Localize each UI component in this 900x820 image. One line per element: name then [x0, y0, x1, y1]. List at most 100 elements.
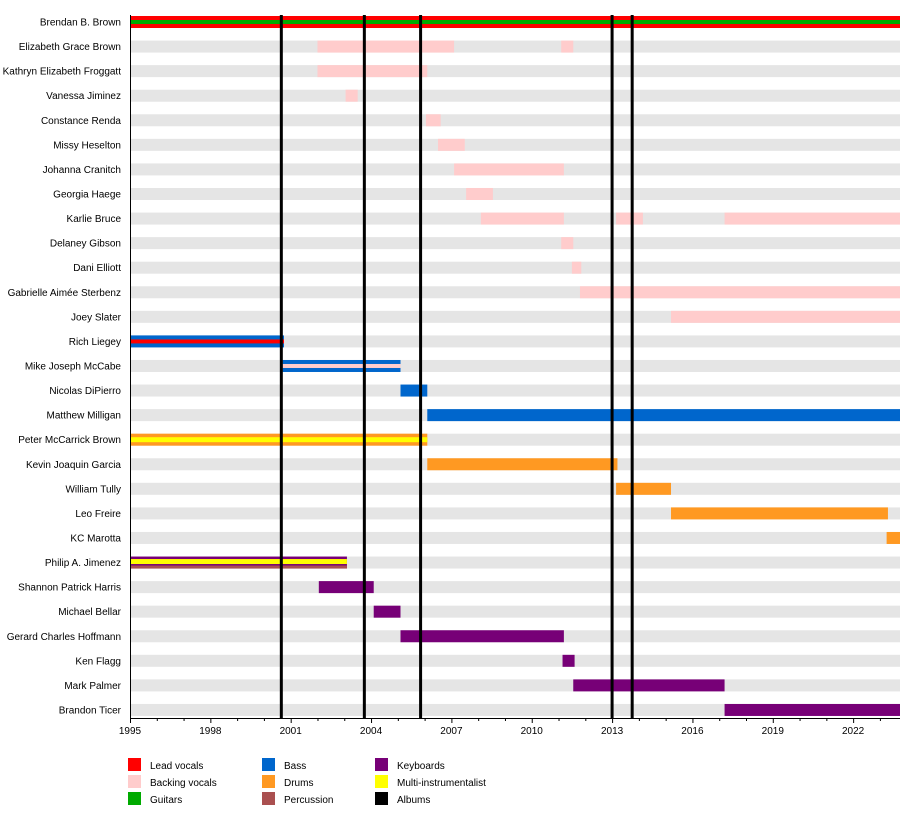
tenure-bar-backing-vocals: [438, 138, 465, 151]
row-background: [130, 65, 900, 78]
tenure-bar-bass: [427, 409, 900, 422]
tenure-bar-backing-vocals: [480, 212, 564, 225]
tenure-bar-backing-vocals: [561, 40, 574, 53]
legend-swatch-multi: [375, 775, 388, 788]
major-tick: [692, 719, 694, 723]
tenure-bar-backing-vocals: [466, 187, 493, 200]
tenure-bar-drums: [427, 458, 618, 471]
legend-label: Backing vocals: [150, 778, 217, 789]
tenure-stripe-percussion: [130, 565, 347, 569]
legend-swatch-backing-vocals: [128, 775, 141, 788]
x-tick-label: 2013: [601, 726, 624, 737]
legend-swatch-keyboards: [375, 758, 388, 771]
member-name: Georgia Haege: [53, 189, 121, 200]
x-tick-label: 2004: [360, 726, 383, 737]
minor-tick: [424, 719, 426, 721]
tenure-stripe-guitars: [130, 20, 900, 24]
tenure-bar-backing-vocals: [345, 89, 358, 102]
member-name: Johanna Cranitch: [43, 165, 121, 176]
minor-tick: [665, 719, 667, 721]
tenure-bar-keyboards: [562, 654, 575, 667]
member-name: Rich Liegey: [69, 337, 121, 348]
row-background: [130, 654, 900, 667]
member-name: Michael Bellar: [58, 607, 121, 618]
minor-tick: [397, 719, 399, 721]
major-tick: [130, 719, 131, 723]
member-name: Kevin Joaquin Garcia: [26, 460, 121, 471]
member-name: Ken Flagg: [75, 656, 121, 667]
minor-tick: [799, 719, 801, 721]
tenure-bar-backing-vocals: [724, 212, 900, 225]
tenure-bar-keyboards: [318, 581, 374, 594]
tenure-stripe-lead-vocals: [130, 339, 284, 344]
member-name: Brendan B. Brown: [40, 18, 121, 29]
tenure-bar-drums: [616, 482, 672, 495]
row-background: [130, 482, 900, 495]
member-name: Peter McCarrick Brown: [18, 435, 121, 446]
x-tick-label: 1995: [119, 726, 142, 737]
minor-tick: [826, 719, 828, 721]
row-background: [130, 531, 900, 544]
member-name: Joey Slater: [71, 312, 122, 323]
member-name: Mike Joseph McCabe: [25, 361, 122, 372]
tenure-bar-backing-vocals: [579, 286, 900, 299]
legend-label: Percussion: [284, 795, 333, 806]
member-name: Missy Heselton: [53, 140, 121, 151]
member-name: Gabrielle Aimée Sterbenz: [8, 288, 121, 299]
x-tick-label: 2010: [521, 726, 544, 737]
member-name: Matthew Milligan: [47, 411, 121, 422]
row-background: [130, 138, 900, 151]
album-line: [279, 15, 283, 719]
member-name: Nicolas DiPierro: [49, 386, 121, 397]
member-name: Vanessa Jiminez: [46, 91, 121, 102]
tenure-bar-drums: [671, 507, 888, 520]
row-background: [130, 581, 900, 594]
row-background: [130, 261, 900, 274]
minor-tick: [558, 719, 560, 721]
member-name: Delaney Gibson: [50, 239, 121, 250]
x-axis-line: [130, 718, 900, 719]
minor-tick: [344, 719, 346, 721]
legend-label: Keyboards: [397, 761, 445, 772]
x-tick-label: 2016: [681, 726, 704, 737]
legend-swatch-bass: [262, 758, 275, 771]
member-name: Brandon Ticer: [59, 705, 122, 716]
tenure-bar-keyboards: [373, 605, 401, 618]
member-name: Kathryn Elizabeth Froggatt: [3, 67, 122, 78]
member-name: Constance Renda: [41, 116, 121, 127]
tenure-stripe-multi: [130, 437, 428, 443]
major-tick: [772, 719, 774, 723]
row-background: [130, 703, 900, 716]
legend-swatch-lead-vocals: [128, 758, 141, 771]
member-name: Gerard Charles Hoffmann: [7, 632, 121, 643]
tenure-stripe-multi: [130, 559, 347, 565]
major-tick: [451, 719, 453, 723]
album-line: [630, 15, 634, 719]
row-background: [130, 89, 900, 102]
row-background: [130, 335, 900, 348]
tenure-bar-keyboards: [573, 679, 725, 692]
x-tick-label: 2019: [762, 726, 785, 737]
major-tick: [853, 719, 855, 723]
x-tick-label: 2007: [440, 726, 463, 737]
tenure-stripe-backing-vocals: [282, 363, 401, 368]
minor-tick: [317, 719, 319, 721]
tenure-bar-backing-vocals: [671, 310, 900, 323]
minor-tick: [263, 719, 265, 721]
tenure-bar-drums: [886, 531, 900, 544]
tenure-bar-backing-vocals: [317, 40, 455, 53]
tenure-bar-keyboards: [724, 703, 900, 716]
legend-swatch-albums: [375, 792, 388, 805]
minor-tick: [237, 719, 239, 721]
minor-tick: [585, 719, 587, 721]
member-name: Philip A. Jimenez: [45, 558, 121, 569]
row-background: [130, 114, 900, 127]
album-line: [610, 15, 614, 719]
legend-label: Bass: [284, 761, 306, 772]
tenure-bar-backing-vocals: [454, 163, 564, 176]
major-tick: [531, 719, 533, 723]
major-tick: [210, 719, 212, 723]
member-name: Karlie Bruce: [67, 214, 122, 225]
legend-swatch-drums: [262, 775, 275, 788]
